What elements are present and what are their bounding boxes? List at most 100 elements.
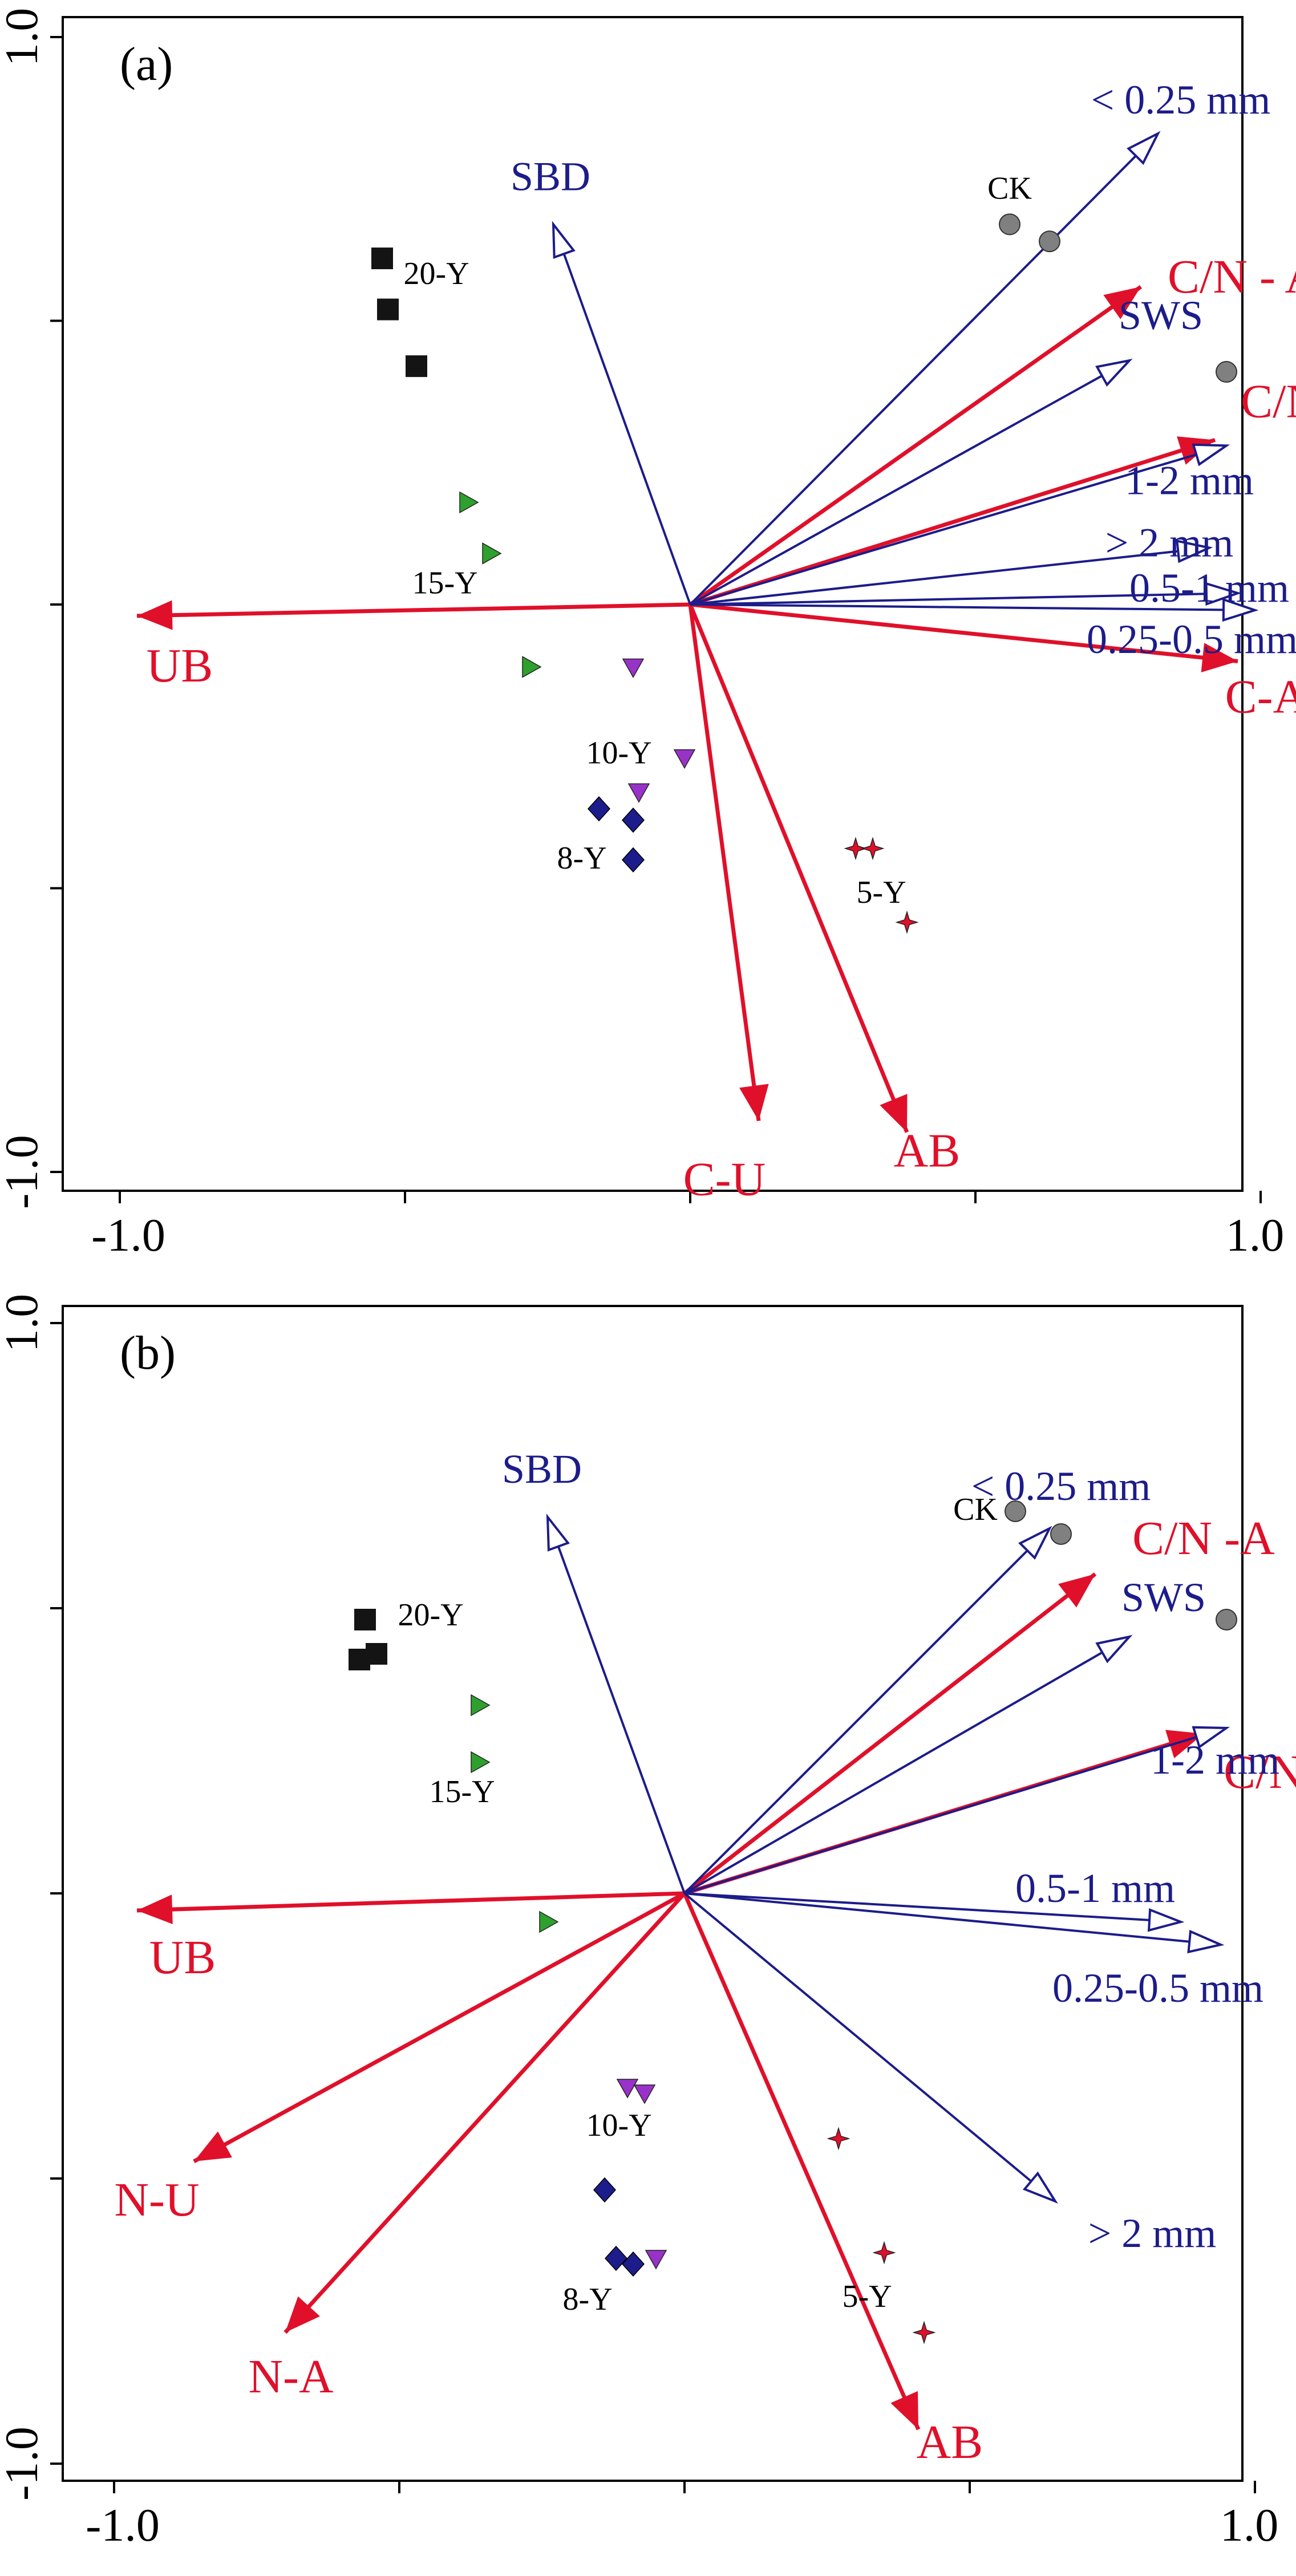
env-label-1-2-mm-a: 1-2 mm — [1125, 457, 1254, 503]
env-arrowhead-2-mm-a — [1176, 539, 1213, 563]
env-label-0-25-mm-b: < 0.25 mm — [971, 1463, 1151, 1509]
sample-point-20-y-a-0 — [371, 248, 393, 270]
resp-arrowhead-ub-a — [137, 600, 173, 630]
y-tick-label-bottom-a: -1.0 — [0, 1135, 47, 1209]
resp-arrow-ab-a — [688, 603, 909, 1133]
panel-a: 1.0 -1.0 -1.0 1.0 (a) C/N - A C/N -U C-A UB C-U AB… — [0, 8, 1296, 1261]
env-label-0-5-1-mm-a: 0.5-1 mm — [1129, 565, 1289, 611]
env-arrow-0-25-0-5-mm-b — [684, 1892, 1190, 1943]
sample-point-8-y-a-0 — [587, 796, 611, 822]
env-arrowhead-2-mm-b — [1022, 2171, 1058, 2204]
env-label-sws-b: SWS — [1121, 1575, 1206, 1620]
panel-label-a: (a) — [120, 38, 173, 91]
env-arrowhead-0-25-mm-a — [1127, 131, 1161, 165]
sample-point-ck-a-2 — [1216, 361, 1237, 383]
sample-label-8-y-b: 8-Y — [562, 2282, 612, 2317]
env-label-sbd-a: SBD — [511, 153, 590, 199]
sample-point-5-y-a-0 — [844, 837, 868, 861]
sample-point-10-y-b-2 — [645, 2250, 667, 2270]
resp-arrowhead-c-u-a — [739, 1084, 769, 1121]
env-arrow-sws-a — [690, 375, 1103, 606]
sample-point-ck-a-0 — [999, 213, 1020, 236]
sample-label-20-y-b: 20-Y — [398, 1597, 463, 1633]
sample-point-8-y-b-2 — [621, 2251, 645, 2277]
env-label-0-25-mm-a: < 0.25 mm — [1091, 77, 1271, 123]
sample-point-10-y-b-0 — [616, 2079, 639, 2099]
resp-arrowhead-ab-b — [890, 2391, 918, 2429]
sample-label-10-y-a: 10-Y — [586, 736, 651, 771]
sample-point-20-y-a-1 — [377, 298, 399, 321]
y-tick-label-top-a: 1.0 — [0, 8, 47, 67]
sample-point-15-y-a-0 — [459, 491, 479, 514]
x-tick-label-right-a: 1.0 — [1226, 1209, 1285, 1261]
env-label-0-5-1-mm-b: 0.5-1 mm — [1015, 1865, 1175, 1911]
env-label-2-mm-a: > 2 mm — [1105, 520, 1234, 566]
env-arrow-0-25-mm-b — [683, 1549, 1028, 1895]
resp-arrow-ab-b — [682, 1892, 921, 2431]
env-arrowhead-1-2-mm-a — [1192, 443, 1230, 466]
sample-point-5-y-a-1 — [861, 837, 885, 861]
env-arrowhead-sws-b — [1095, 1634, 1133, 1664]
resp-label-c-n-a-a: C/N - A — [1168, 250, 1296, 303]
sample-point-15-y-a-2 — [522, 656, 542, 678]
resp-arrowhead-c-a-a — [1201, 643, 1238, 672]
sample-point-10-y-a-2 — [627, 783, 650, 803]
resp-label-c-a-a: C-A — [1225, 671, 1296, 724]
sample-point-ck-a-1 — [1039, 230, 1060, 253]
resp-arrow-c-n-u-a — [689, 438, 1216, 607]
x-tick-label-left-a: -1.0 — [91, 1209, 165, 1261]
resp-label-ab-a: AB — [894, 1124, 961, 1177]
sample-point-ck-b-2 — [1216, 1609, 1237, 1630]
env-arrow-sbd-a — [562, 253, 691, 605]
sample-label-5-y-a: 5-Y — [856, 875, 906, 910]
sample-point-ck-b-1 — [1050, 1523, 1072, 1545]
env-label-0-25-0-5-mm-b: 0.25-0.5 mm — [1052, 1965, 1263, 2011]
env-arrow-sbd-b — [557, 1546, 686, 1894]
resp-arrow-n-a-b — [284, 1892, 686, 2334]
resp-arrowhead-ub-b — [137, 1895, 173, 1925]
sample-label-10-y-b: 10-Y — [586, 2108, 651, 2143]
env-arrowhead-0-5-1-mm-b — [1147, 1908, 1185, 1932]
sample-point-5-y-b-2 — [912, 2321, 936, 2344]
env-arrowhead-0-5-1-mm-a — [1205, 582, 1242, 606]
sample-point-10-y-b-1 — [633, 2084, 656, 2104]
env-label-sbd-b: SBD — [502, 1446, 582, 1492]
env-arrowhead-0-25-0-5-mm-a — [1222, 598, 1259, 622]
sample-label-15-y-b: 15-Y — [429, 1774, 495, 1810]
resp-arrow-ub-b — [136, 1891, 685, 1913]
sample-label-5-y-b: 5-Y — [842, 2279, 892, 2314]
sample-point-20-y-b-0 — [354, 1609, 376, 1630]
env-arrowhead-sws-a — [1095, 359, 1133, 387]
env-arrow-0-5-1-mm-b — [684, 1892, 1150, 1921]
sample-point-20-y-b-2 — [349, 1649, 370, 1670]
x-tick-label-right-b: 1.0 — [1220, 2499, 1279, 2551]
sample-point-8-y-a-1 — [621, 807, 645, 833]
y-tick-label-bottom-b: -1.0 — [0, 2427, 47, 2501]
sample-point-10-y-a-1 — [673, 749, 696, 769]
sample-label-8-y-a: 8-Y — [557, 841, 606, 876]
resp-arrow-c-u-a — [688, 604, 761, 1121]
env-arrow-1-2-mm-a — [690, 453, 1197, 606]
env-arrowhead-sbd-b — [546, 1513, 570, 1552]
sample-point-8-y-a-2 — [621, 847, 645, 873]
env-arrow-2-mm-a — [690, 550, 1178, 606]
sample-point-ck-b-0 — [1005, 1500, 1026, 1522]
env-label-2-mm-b: > 2 mm — [1088, 2210, 1217, 2256]
resp-arrow-c-n-a-a — [688, 285, 1143, 606]
sample-point-8-y-b-0 — [593, 2177, 617, 2203]
sample-point-8-y-b-1 — [604, 2245, 628, 2271]
env-arrowhead-1-2-mm-b — [1192, 1726, 1230, 1749]
resp-label-n-u-b: N-U — [114, 2173, 199, 2226]
resp-arrow-c-n-a-b — [683, 1572, 1097, 1895]
panel-b: 1.0 -1.0 -1.0 1.0 (b) C/N -A C/N -U UB N-U N-A AB S… — [0, 1294, 1296, 2551]
sample-point-15-y-b-2 — [539, 1910, 559, 1933]
resp-label-c-u-a: C-U — [683, 1153, 766, 1206]
sample-label-20-y-a: 20-Y — [403, 256, 469, 291]
env-arrowhead-sbd-a — [552, 221, 576, 259]
sample-point-5-y-a-2 — [895, 910, 919, 934]
resp-label-ub-a: UB — [147, 639, 213, 692]
env-label-0-25-0-5-mm-a: 0.25-0.5 mm — [1087, 616, 1296, 662]
resp-arrowhead-n-u-b — [194, 2131, 232, 2161]
sample-point-15-y-a-1 — [482, 542, 502, 565]
